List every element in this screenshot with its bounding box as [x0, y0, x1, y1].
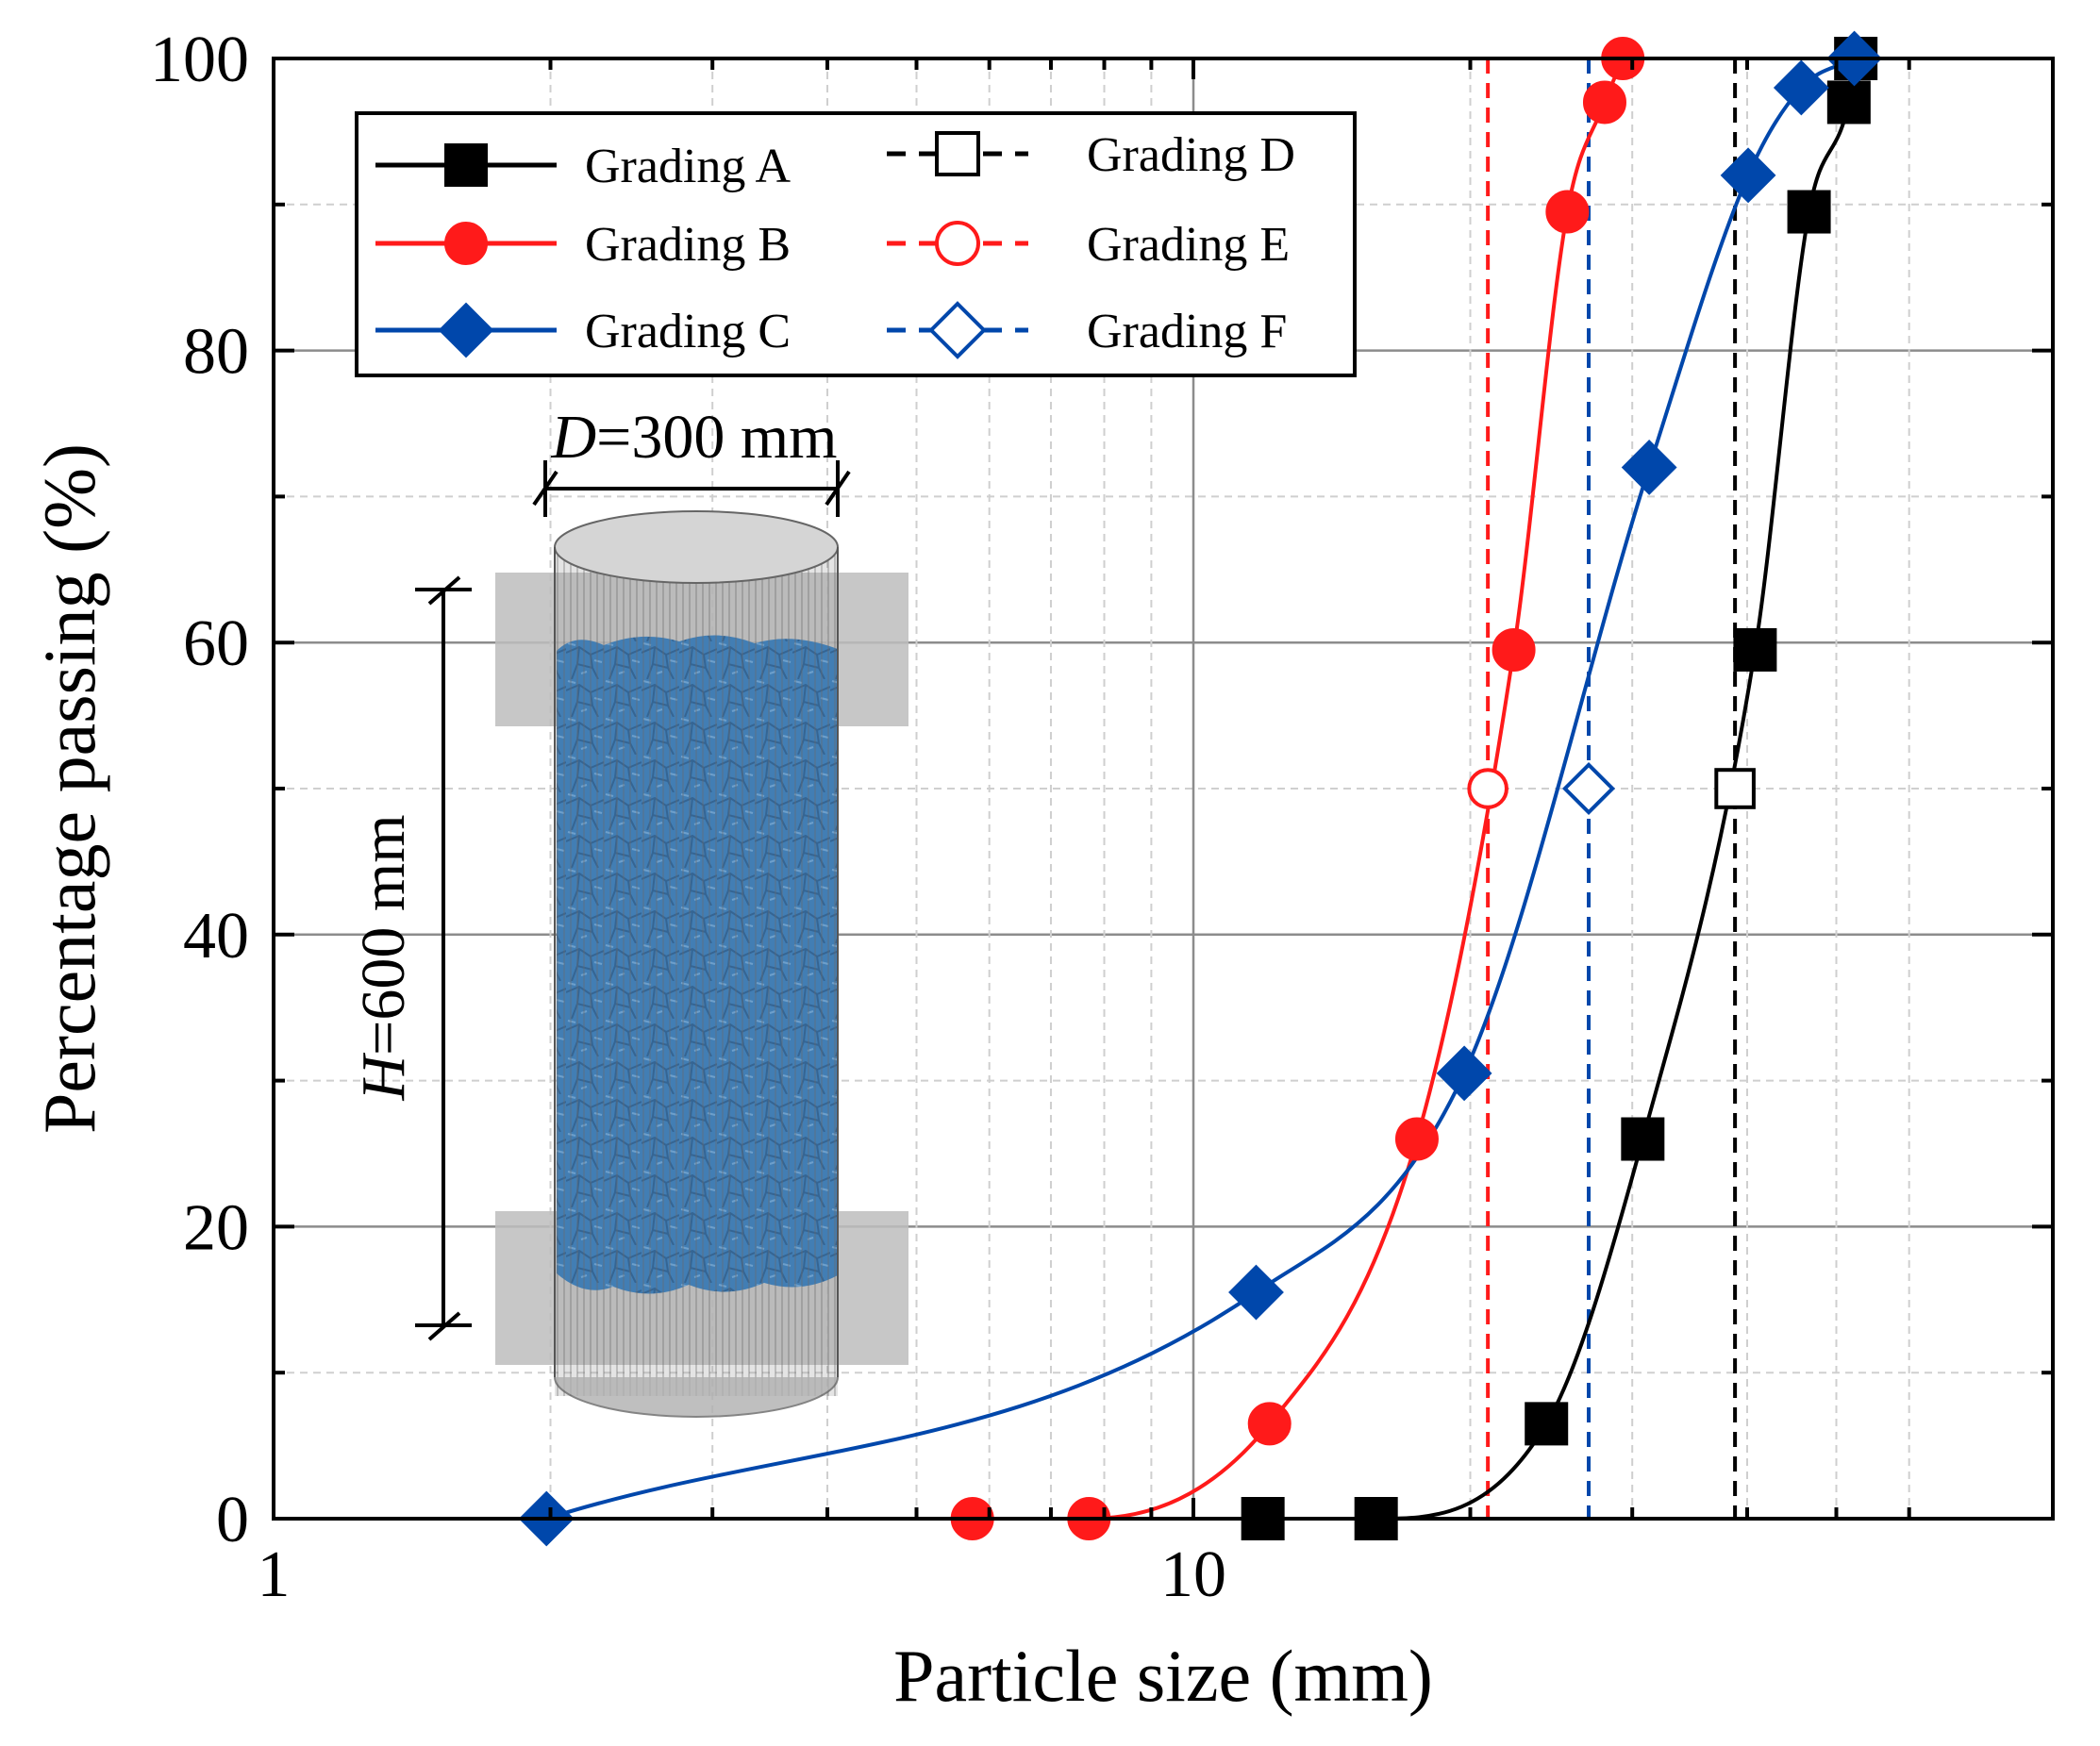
grading-b-point — [1247, 1402, 1292, 1446]
grading-c-point — [1773, 59, 1829, 116]
diameter-dimension — [532, 460, 851, 517]
legend-marker-grading-f — [928, 301, 987, 359]
legend-marker-grading-c — [438, 302, 494, 358]
grading-curves — [545, 58, 1858, 1519]
y-tick-label: 80 — [183, 316, 249, 389]
legend-label-grading-f: Grading F — [1087, 305, 1287, 358]
grading-c-point — [1228, 1264, 1284, 1321]
grading-a-curve — [1262, 58, 1858, 1519]
grading-f-point — [1561, 761, 1616, 816]
legend-marker-grading-b — [444, 222, 488, 265]
height-label: H=600 mm — [349, 814, 418, 1101]
y-tick-label: 60 — [183, 607, 249, 680]
specimen-illustration: D=300 mm H=600 mm — [349, 403, 908, 1418]
grading-b-point — [1492, 627, 1536, 672]
grading-b-point — [1545, 190, 1590, 234]
height-dimension — [415, 575, 472, 1341]
grading-a-point — [1621, 1117, 1665, 1161]
x-tick-label: 1 — [258, 1538, 291, 1611]
grading-e-point — [1467, 768, 1508, 809]
y-tick-label: 0 — [216, 1484, 249, 1556]
grading-b-point — [1582, 80, 1626, 125]
legend-label-grading-c: Grading C — [585, 305, 791, 358]
grading-c-point — [1436, 1045, 1492, 1102]
cylinder-bottom — [554, 1376, 839, 1418]
grading-c-curve — [545, 58, 1856, 1519]
axis-ticks — [272, 57, 2053, 1521]
grading-c-point — [1621, 440, 1677, 495]
grading-a-point — [1826, 80, 1871, 125]
legend-marker-grading-a — [444, 143, 488, 187]
grading-c-point — [1720, 147, 1776, 204]
cylinder-wall — [555, 547, 838, 1396]
legend-label-grading-d: Grading D — [1087, 128, 1295, 182]
cylinder-top — [554, 510, 839, 584]
reference-lines — [1486, 58, 1738, 1519]
y-axis-title: Percentage passing (%) — [28, 443, 110, 1134]
grading-b-point — [1394, 1117, 1439, 1161]
tick-labels: 0 20 40 60 80 100 1 10 — [150, 24, 1226, 1611]
x-axis-title: Particle size (mm) — [893, 1635, 1433, 1717]
legend-label-grading-e: Grading E — [1087, 218, 1290, 272]
legend-label-grading-b: Grading B — [585, 218, 791, 272]
legend-marker-grading-e — [935, 221, 980, 266]
grading-a-point — [1525, 1402, 1569, 1446]
x-tick-label: 10 — [1160, 1538, 1226, 1611]
grading-a-point — [1733, 627, 1777, 672]
grading-a-point — [1787, 190, 1831, 234]
diameter-label: D=300 mm — [550, 403, 837, 472]
grading-d-point — [1714, 768, 1756, 809]
y-tick-label: 40 — [183, 900, 249, 973]
y-tick-label: 20 — [183, 1191, 249, 1264]
legend-marker-grading-d — [935, 131, 980, 176]
y-tick-label: 100 — [150, 24, 249, 96]
legend: Grading A Grading B Grading C Grading D Grad… — [355, 111, 1357, 377]
legend-label-grading-a: Grading A — [585, 140, 792, 193]
grading-b-curve — [972, 58, 1625, 1519]
